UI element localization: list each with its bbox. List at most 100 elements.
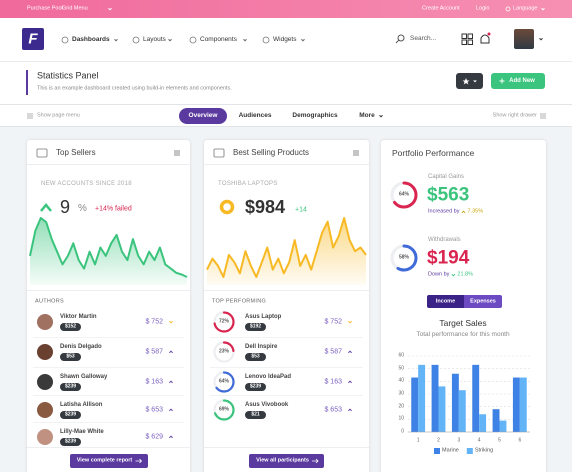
row-name: Dell Inspire (245, 344, 278, 350)
hamburger-icon (174, 150, 180, 156)
hamburger-icon (353, 150, 359, 156)
tab[interactable]: Demographics (292, 111, 338, 119)
tab-link[interactable]: Show page menu (37, 112, 80, 119)
top-link[interactable]: Login (476, 5, 490, 12)
row-total: $ 587 (145, 348, 163, 356)
page-subtitle: This is an example dashboard created usi… (37, 85, 232, 92)
top-link[interactable]: Create Account (422, 5, 460, 12)
caret-icon (348, 408, 352, 412)
row-badge-label: $21 (251, 411, 260, 418)
toggle-button[interactable] (464, 295, 502, 308)
grid-icon (467, 33, 473, 39)
toggle-label[interactable]: Expenses (470, 297, 496, 304)
nav-icon (262, 36, 270, 44)
toggle-button[interactable] (427, 295, 464, 308)
bar (479, 414, 487, 432)
menu-icon (540, 113, 546, 119)
top-bar (0, 0, 572, 18)
bar (472, 364, 480, 432)
page-title: Statistics Panel (37, 70, 99, 81)
row-divider (33, 367, 184, 368)
row-badge-label: $239 (64, 411, 77, 418)
card-divider (27, 290, 190, 291)
tab-link[interactable]: Show right drawer (492, 112, 537, 119)
row-divider (33, 422, 184, 423)
x-tick-label: 2 (437, 437, 440, 444)
avatar (514, 29, 534, 49)
stat-label: Capital Gains (428, 174, 465, 180)
row-total: $ 587 (324, 348, 342, 356)
ring-label: 69% (218, 406, 230, 413)
row-badge (245, 411, 266, 419)
ring-label: 64% (398, 191, 410, 198)
row-divider (33, 337, 184, 338)
caret-icon (169, 435, 173, 439)
y-tick-label: 40 (398, 377, 404, 384)
add-button-label[interactable]: Add New (509, 78, 535, 84)
top-link[interactable]: Language (513, 5, 538, 12)
row-badge-label: $53 (251, 353, 260, 360)
row-name: Lilly-Mae White (60, 429, 104, 435)
x-tick-label: 3 (457, 437, 461, 444)
caret-icon (169, 350, 173, 354)
footer-button-label[interactable]: View all participants (256, 457, 309, 464)
footer-button[interactable] (249, 454, 324, 468)
search[interactable]: Search... (410, 34, 437, 42)
add-button[interactable] (491, 73, 545, 89)
legend-swatch (466, 448, 473, 454)
row-name: Asus Laptop (245, 314, 282, 320)
tab[interactable]: More (359, 111, 375, 119)
x-tick-label: 5 (498, 437, 501, 444)
nav-item[interactable]: Dashboards (72, 35, 110, 43)
caret-icon (379, 114, 383, 118)
ring-progress (213, 371, 235, 393)
row-name: Lenovo IdeaPad (245, 374, 292, 380)
x-tick-label: 1 (416, 437, 420, 444)
row-badge-label: $239 (64, 383, 77, 390)
menu-icon (27, 113, 33, 119)
tab-active[interactable] (179, 108, 227, 124)
y-tick-label: 10 (398, 415, 404, 422)
nav-item[interactable]: Layouts (143, 35, 166, 43)
row-total: $ 653 (324, 406, 342, 414)
card-footer (204, 447, 369, 448)
top-link[interactable]: Grid Menu (62, 5, 88, 12)
ring-progress (213, 341, 235, 363)
top-link[interactable]: Purchase Pool (27, 5, 63, 12)
caret-icon (169, 320, 173, 324)
tab[interactable]: Audiences (238, 111, 272, 119)
nav-item[interactable]: Widgets (273, 35, 297, 43)
logo-letter: F (28, 30, 38, 48)
ring-progress (390, 244, 418, 272)
footer-button[interactable] (69, 454, 148, 468)
tab[interactable]: Overview (188, 111, 218, 119)
toggle-label[interactable]: Income (435, 297, 456, 304)
caret-icon (301, 38, 305, 42)
ring-progress (213, 311, 235, 333)
widget-label: NEW ACCOUNTS SINCE 2018 (41, 181, 132, 187)
legend-swatch (434, 448, 440, 454)
ring-label: 23% (218, 348, 230, 355)
bar (512, 377, 520, 432)
row-badge (245, 323, 266, 331)
card-footer (27, 447, 190, 448)
star-button[interactable] (456, 73, 483, 89)
nav-icon (61, 36, 69, 44)
author-avatar (37, 314, 53, 330)
footer-button-label[interactable]: View complete report (76, 457, 133, 464)
bar (499, 420, 507, 432)
sparkline-area (207, 218, 366, 285)
row-name: Shawn Galloway (60, 374, 108, 380)
widget-value: 9 (60, 197, 71, 217)
chart-subtitle: Total performance for this month (416, 330, 510, 338)
nav-item[interactable]: Components (200, 35, 237, 43)
y-tick-label: 0 (401, 428, 404, 435)
row-total: $ 653 (145, 406, 163, 414)
widget-label: TOSHIBA LAPTOPS (218, 181, 278, 187)
row-name: Latisha Allison (60, 402, 103, 408)
row-badge-label: $152 (64, 323, 77, 330)
list-title: TOP PERFORMING (212, 298, 267, 305)
sparkline (29, 217, 188, 278)
